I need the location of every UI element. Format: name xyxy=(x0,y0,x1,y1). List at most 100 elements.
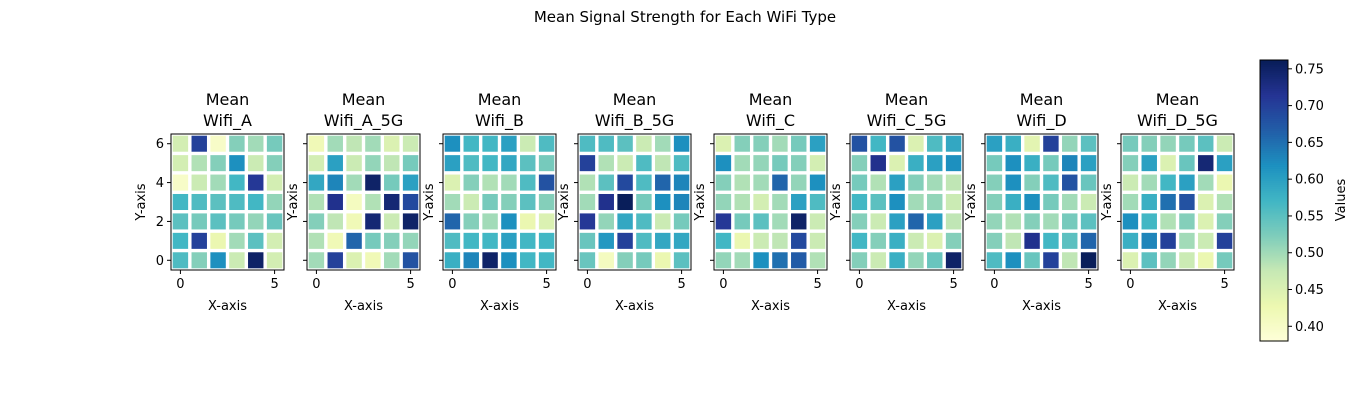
heatmap-cell xyxy=(248,135,264,152)
y-axis-label: Y-axis xyxy=(1100,183,1115,221)
colorbar-segment xyxy=(1260,132,1288,135)
heatmap-panel: Mean Wifi_B 0 5 X-axis Y-axis xyxy=(422,90,557,314)
heatmap-cell xyxy=(1062,252,1078,269)
heatmap-cell xyxy=(673,193,690,211)
heatmap-panels: Mean Wifi_A 0 5 0 2 4 6 X-axis Y-axis Mean Wifi_A_5… xyxy=(134,90,1235,314)
colorbar-segment xyxy=(1260,220,1288,224)
panel-title-line2: Wifi_D_5G xyxy=(1137,111,1218,131)
heatmap-panel: Mean Wifi_B_5G 0 5 X-axis Y-axis xyxy=(557,90,692,314)
heatmap-cell xyxy=(715,252,732,269)
heatmap-cell xyxy=(1198,213,1214,230)
heatmap-cell xyxy=(927,174,943,191)
heatmap-cell xyxy=(1160,232,1176,249)
heatmap-cell xyxy=(870,135,886,152)
colorbar-segment xyxy=(1260,268,1288,272)
x-tick-label: 0 xyxy=(719,277,727,292)
heatmap-cell xyxy=(673,232,690,249)
heatmap-cell xyxy=(851,213,868,230)
colorbar-segment xyxy=(1260,318,1288,322)
heatmap-cell xyxy=(327,135,343,152)
heatmap-cell xyxy=(520,193,536,211)
colorbar-segment xyxy=(1260,250,1288,254)
heatmap-cell xyxy=(636,252,652,269)
heatmap-cell xyxy=(538,155,555,172)
heatmap-cell xyxy=(210,135,226,152)
panel-title-line1: Mean xyxy=(613,90,657,109)
x-tick-label: 5 xyxy=(542,277,550,292)
heatmap-cell xyxy=(598,193,614,211)
heatmap-cell xyxy=(1043,193,1059,211)
heatmap-cell xyxy=(463,155,479,172)
heatmap-cell xyxy=(908,232,924,249)
heatmap-cell xyxy=(1141,252,1157,269)
heatmap-cell xyxy=(1080,174,1097,191)
colorbar-segment xyxy=(1260,302,1288,306)
heatmap-cell xyxy=(772,193,788,211)
heatmap-cell xyxy=(346,213,362,230)
heatmap-cell xyxy=(1179,135,1195,152)
panel-title-line1: Mean xyxy=(1156,90,1200,109)
colorbar-segment xyxy=(1260,264,1288,268)
heatmap-cell xyxy=(870,252,886,269)
x-axis-label: X-axis xyxy=(480,299,519,314)
heatmap-cell xyxy=(655,213,671,230)
heatmap-cell xyxy=(945,213,962,230)
heatmap-cell xyxy=(772,155,788,172)
heatmap-cell xyxy=(809,135,826,152)
heatmap-cell xyxy=(579,155,596,172)
heatmap-cell xyxy=(579,135,596,152)
colorbar-segment xyxy=(1260,236,1288,240)
heatmap-cell xyxy=(1198,232,1214,249)
colorbar-segment xyxy=(1260,314,1288,318)
heatmap-cell xyxy=(1198,252,1214,269)
colorbar-segment xyxy=(1260,182,1288,186)
colorbar-segment xyxy=(1260,84,1288,87)
heatmap-cell xyxy=(655,174,671,191)
y-tick-label: 0 xyxy=(156,254,164,269)
heatmap-cell xyxy=(248,213,264,230)
heatmap-cell xyxy=(927,155,943,172)
colorbar-segment xyxy=(1260,214,1288,218)
heatmap-cell xyxy=(365,213,381,230)
heatmap-cell xyxy=(870,232,886,249)
colorbar-segment xyxy=(1260,322,1288,326)
heatmap-cell xyxy=(598,213,614,230)
heatmap-cell xyxy=(308,213,325,230)
colorbar-segment xyxy=(1260,200,1288,204)
colorbar-segment xyxy=(1260,328,1288,332)
heatmap-cell xyxy=(1080,135,1097,152)
y-axis-label: Y-axis xyxy=(286,183,301,221)
colorbar-segment xyxy=(1260,120,1288,123)
heatmap-cell xyxy=(1141,135,1157,152)
heatmap-cell xyxy=(908,135,924,152)
heatmap-cell xyxy=(1198,135,1214,152)
heatmap-cell xyxy=(1005,252,1021,269)
colorbar-segment xyxy=(1260,280,1288,284)
y-tick-label: 4 xyxy=(156,176,164,191)
heatmap-cell xyxy=(734,213,750,230)
panel-title-line2: Wifi_A xyxy=(203,111,252,131)
heatmap-cell xyxy=(172,213,189,230)
heatmap-cell xyxy=(889,252,905,269)
y-axis-label: Y-axis xyxy=(134,183,149,221)
colorbar-segment xyxy=(1260,186,1288,190)
colorbar-segment xyxy=(1260,278,1288,282)
heatmap-cell xyxy=(791,174,807,191)
heatmap-cell xyxy=(791,252,807,269)
heatmap-cell xyxy=(734,174,750,191)
heatmap-cell xyxy=(501,252,517,269)
heatmap-cell xyxy=(772,174,788,191)
heatmap-cell xyxy=(327,174,343,191)
heatmap-cell xyxy=(927,232,943,249)
colorbar-segment xyxy=(1260,198,1288,202)
heatmap-cell xyxy=(636,232,652,249)
colorbar-segment xyxy=(1260,246,1288,250)
panel-frame xyxy=(1120,133,1235,271)
heatmap-cell xyxy=(1216,252,1233,269)
heatmap-cell xyxy=(753,252,769,269)
heatmap-cell xyxy=(986,155,1003,172)
heatmap-cell xyxy=(734,193,750,211)
heatmap-cell xyxy=(1024,155,1040,172)
heatmap-cell xyxy=(636,135,652,152)
